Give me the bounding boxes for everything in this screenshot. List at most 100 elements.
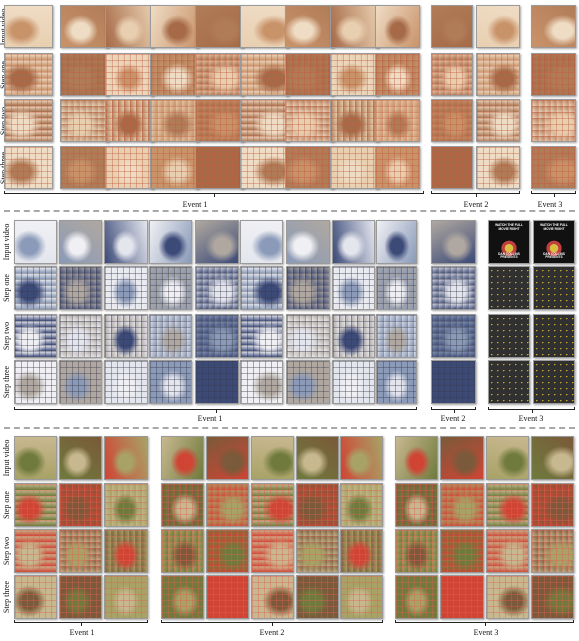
video-frame — [440, 436, 484, 480]
row-label-text: Input video — [2, 439, 11, 477]
video-frame — [375, 146, 420, 189]
video-frame — [376, 314, 417, 358]
video-frame — [195, 360, 239, 404]
video-frame — [440, 529, 484, 573]
video-frame — [149, 314, 192, 358]
event-label: Event 2 — [463, 200, 489, 209]
video-frame — [251, 483, 294, 527]
video-frame — [104, 266, 148, 310]
video-frame — [150, 53, 199, 96]
video-frame — [533, 360, 575, 404]
video-frame — [531, 529, 574, 573]
video-frame — [240, 99, 289, 142]
video-frame — [285, 146, 334, 189]
video-frame — [395, 436, 438, 480]
panel-separator — [4, 210, 575, 212]
video-frame — [286, 266, 330, 310]
video-frame — [486, 575, 529, 619]
event-label: Event 2 — [440, 414, 466, 423]
video-frame — [330, 5, 379, 48]
video-frame — [531, 5, 576, 48]
row-label-text: Step one — [2, 274, 11, 302]
video-frame — [332, 266, 375, 310]
video-frame — [431, 220, 476, 264]
video-frame — [375, 53, 420, 96]
video-frame — [330, 146, 379, 189]
video-frame — [296, 529, 339, 573]
video-frame — [286, 360, 330, 404]
video-frame — [14, 314, 57, 358]
event-brace — [431, 191, 520, 197]
video-frame — [531, 53, 576, 96]
video-frame — [340, 575, 383, 619]
video-frame — [195, 266, 239, 310]
video-frame — [195, 146, 244, 189]
row-label-step-three: Step three — [1, 575, 13, 619]
video-frame — [286, 220, 330, 264]
video-frame — [161, 529, 204, 573]
video-frame — [440, 575, 484, 619]
event-label: Event 2 — [259, 628, 285, 637]
video-frame — [240, 360, 283, 404]
video-frame — [104, 220, 148, 264]
video-frame — [14, 360, 57, 404]
event-brace — [531, 191, 576, 197]
poster-subtitle: DAN COLLINS PRESENTS — [543, 251, 565, 260]
video-frame — [296, 483, 339, 527]
video-frame — [59, 314, 102, 358]
video-frame — [105, 99, 154, 142]
video-frame — [4, 146, 53, 189]
video-frame — [195, 220, 239, 264]
row-label-input-video: Input video — [1, 436, 13, 480]
row-label-step-one: Step one — [1, 483, 13, 527]
video-frame — [104, 529, 148, 573]
video-frame — [476, 99, 520, 142]
video-frame — [376, 220, 417, 264]
video-frame — [240, 5, 289, 48]
video-frame — [206, 483, 249, 527]
video-frame — [14, 436, 57, 480]
video-frame — [195, 53, 244, 96]
video-frame — [531, 575, 574, 619]
video-frame — [375, 5, 420, 48]
video-frame — [376, 266, 417, 310]
video-frame — [476, 53, 520, 96]
video-frame — [60, 146, 109, 189]
video-frame — [4, 5, 53, 48]
video-frame — [59, 436, 102, 480]
row-label-text: Step one — [2, 491, 11, 519]
event-label: Event 3 — [537, 200, 563, 209]
row-label-text: Step three — [2, 580, 11, 614]
video-frame — [149, 266, 192, 310]
video-frame — [296, 575, 339, 619]
row-label-step-three: Step three — [1, 360, 13, 404]
row-label-text: Input video — [2, 223, 11, 261]
video-frame — [375, 99, 420, 142]
video-frame — [332, 314, 375, 358]
video-frame — [440, 483, 484, 527]
event-brace — [161, 620, 383, 626]
video-frame — [60, 99, 109, 142]
video-frame — [533, 314, 575, 358]
video-frame — [14, 483, 57, 527]
video-frame — [59, 220, 102, 264]
video-frame — [395, 483, 438, 527]
video-frame — [251, 575, 294, 619]
video-frame — [286, 314, 330, 358]
video-frame — [195, 5, 244, 48]
poster-title: WATCH THE FULL MOVIE RIGHT — [495, 223, 523, 231]
video-frame — [104, 314, 148, 358]
video-frame — [240, 220, 283, 264]
event-brace — [395, 620, 574, 626]
video-frame — [340, 483, 383, 527]
video-frame — [59, 529, 102, 573]
video-frame — [59, 360, 102, 404]
video-frame — [206, 575, 249, 619]
video-frame — [206, 529, 249, 573]
video-frame — [340, 436, 383, 480]
video-frame — [330, 53, 379, 96]
video-frame — [14, 529, 57, 573]
video-frame — [431, 99, 473, 142]
video-frame — [59, 266, 102, 310]
event-brace — [4, 191, 424, 197]
